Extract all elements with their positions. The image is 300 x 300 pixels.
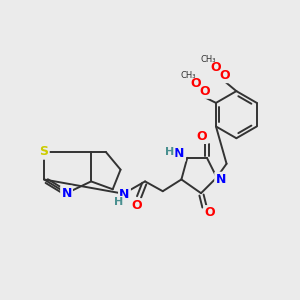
Text: O: O <box>219 69 230 82</box>
Text: O: O <box>131 200 142 212</box>
Text: O: O <box>197 130 207 143</box>
Text: N: N <box>61 187 72 200</box>
Text: O: O <box>190 77 201 90</box>
Text: N: N <box>215 173 226 186</box>
Text: H: H <box>114 197 123 207</box>
Text: CH₃: CH₃ <box>181 71 196 80</box>
Text: O: O <box>210 61 221 74</box>
Text: S: S <box>40 146 49 158</box>
Text: N: N <box>174 147 184 161</box>
Text: O: O <box>199 85 209 98</box>
Text: N: N <box>119 188 130 201</box>
Text: H: H <box>165 147 174 157</box>
Text: CH₃: CH₃ <box>200 55 216 64</box>
Text: O: O <box>205 206 215 219</box>
